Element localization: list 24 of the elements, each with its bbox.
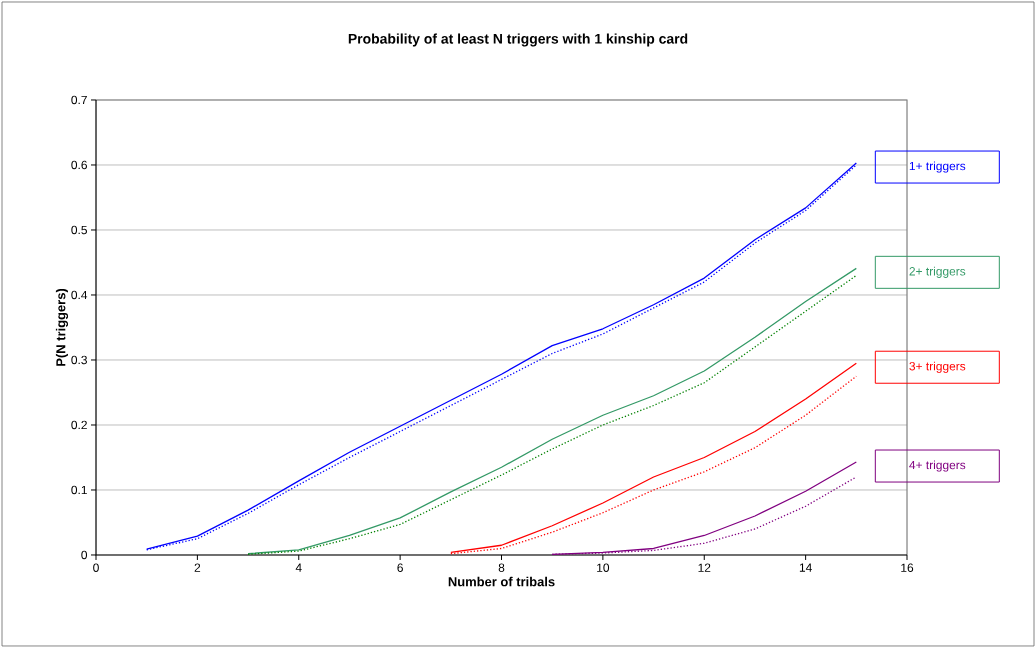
x-tick-label: 0 (93, 563, 99, 572)
y-tick-label: 0.2 (71, 420, 87, 430)
y-tick-label: 0.5 (71, 225, 87, 235)
y-axis-title: P(N triggers) (55, 288, 69, 366)
x-tick-label: 8 (498, 563, 505, 572)
y-tick-label: 0 (81, 550, 88, 560)
text: 2+ triggers (909, 266, 966, 278)
text: 3+ triggers (909, 361, 966, 373)
x-tick-label: 4 (295, 563, 302, 572)
text: 4+ triggers (909, 460, 966, 472)
y-tick-label: 0.3 (71, 355, 87, 365)
x-tick-label: 12 (698, 563, 711, 572)
text: 1+ triggers (909, 161, 966, 173)
x-tick-label: 16 (901, 563, 914, 572)
y-tick-label: 0.4 (71, 290, 88, 300)
x-axis-title: Number of tribals (448, 576, 555, 587)
x-tick-label: 10 (597, 563, 610, 572)
y-tick-label: 0.1 (71, 485, 87, 495)
x-tick-label: 6 (397, 563, 403, 572)
x-tick-label: 2 (194, 563, 201, 572)
y-tick-label: 0.7 (71, 95, 87, 105)
y-tick-label: 0.6 (71, 160, 87, 170)
x-tick-label: 14 (799, 563, 812, 572)
chart-title: Probability of at least N triggers with 1 kinship card (348, 33, 688, 47)
